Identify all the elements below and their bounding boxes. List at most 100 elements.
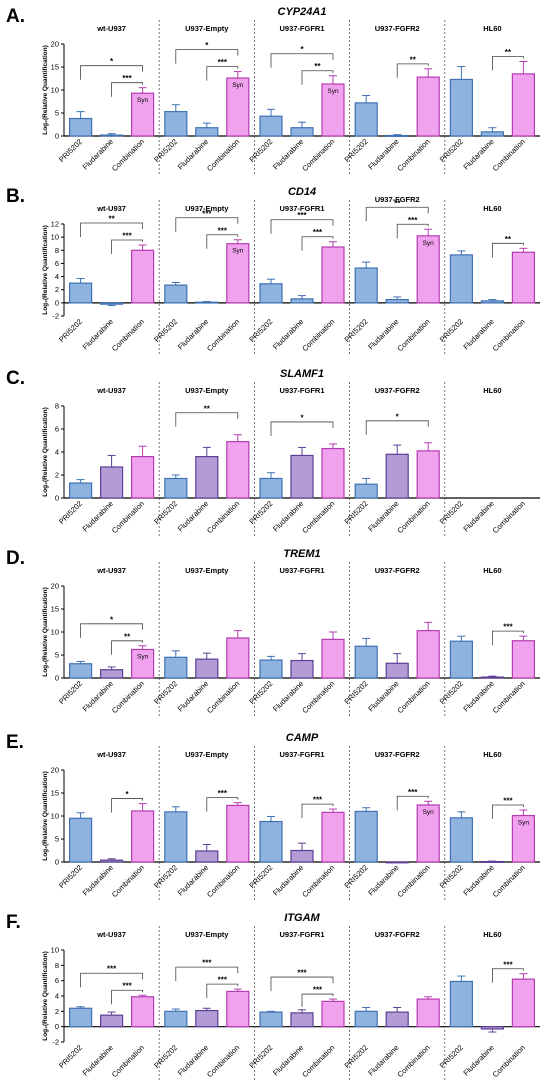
bar	[321, 246, 345, 304]
significance-label: **	[505, 48, 512, 57]
y-axis-label: Log₂(Relative Quantification)	[42, 225, 49, 315]
syn-label: Syn	[423, 809, 435, 816]
bar	[68, 663, 93, 679]
significance-bracket	[365, 206, 429, 222]
bar	[511, 978, 536, 1028]
category-label: Combination	[491, 317, 527, 353]
y-tick-label: 10	[51, 812, 59, 821]
category-label: PRI5202	[343, 1043, 370, 1070]
category-label: PRI5202	[57, 137, 84, 164]
category-label: PRI5202	[438, 499, 465, 526]
group-label: wt-U937	[96, 24, 126, 33]
bar	[259, 1011, 283, 1028]
bar	[449, 254, 473, 304]
category-label: PRI5202	[57, 1043, 84, 1070]
bar	[354, 1010, 378, 1028]
bar	[68, 117, 93, 137]
y-tick-label: 20	[51, 582, 59, 591]
bar	[321, 447, 345, 499]
significance-label: ***	[503, 797, 513, 806]
category-label: PRI5202	[343, 863, 370, 890]
significance-label: **	[204, 404, 211, 413]
group-label: U937-FGFR1	[279, 566, 324, 575]
category-label: PRI5202	[438, 137, 465, 164]
category-label: Combination	[300, 1043, 336, 1079]
category-label: Combination	[395, 317, 431, 353]
y-axis-label: Log₂(Relative Quantification)	[42, 587, 49, 677]
category-label: Combination	[491, 1043, 527, 1079]
bar	[131, 456, 155, 499]
y-tick-label: 4	[55, 448, 59, 457]
group-label: U937-FGFR1	[279, 24, 324, 33]
category-label: Combination	[300, 679, 336, 715]
significance-label: ***	[297, 211, 307, 220]
category-label: Combination	[491, 679, 527, 715]
y-tick-label: -2	[52, 312, 59, 321]
bar	[385, 861, 409, 864]
bar	[449, 817, 473, 863]
syn-label: Syn	[137, 653, 149, 660]
y-tick-label: 8	[55, 246, 59, 255]
category-label: PRI5202	[343, 499, 370, 526]
y-tick-label: 0	[55, 674, 59, 683]
y-tick-label: 0	[55, 298, 59, 307]
significance-label: ***	[313, 796, 323, 805]
panel-letter: E.	[6, 732, 24, 753]
bar	[385, 1011, 409, 1028]
category-label: Combination	[110, 499, 146, 535]
bar	[259, 283, 283, 304]
category-label: PRI5202	[57, 499, 84, 526]
group-label: U937-Empty	[185, 386, 229, 395]
category-label: Combination	[110, 863, 146, 899]
significance-bracket	[365, 420, 429, 435]
bar	[68, 1007, 93, 1028]
significance-label: ***	[218, 58, 228, 67]
y-tick-label: 15	[51, 63, 59, 72]
bar	[164, 111, 188, 137]
bar	[290, 849, 314, 863]
significance-label: **	[314, 62, 321, 71]
significance-bracket	[301, 70, 334, 85]
category-label: Combination	[205, 1043, 241, 1079]
significance-label: ***	[122, 74, 132, 83]
significance-label: **	[410, 55, 417, 64]
category-label: Combination	[491, 499, 527, 535]
syn-label: Syn	[423, 240, 435, 247]
category-label: Combination	[300, 317, 336, 353]
bar	[195, 456, 219, 499]
bar	[99, 1014, 124, 1028]
y-tick-label: 8	[55, 961, 59, 970]
y-axis-label: Log₂(Relative Quantification)	[42, 407, 49, 497]
y-tick-label: 10	[51, 86, 59, 95]
significance-bracket	[492, 242, 524, 258]
bar	[259, 820, 283, 863]
significance-label: ***	[122, 982, 132, 991]
significance-bracket	[301, 803, 334, 819]
bar	[131, 996, 155, 1028]
panel-letter: D.	[6, 548, 25, 569]
panel-letter: B.	[6, 186, 25, 207]
group-label: HL60	[483, 750, 501, 759]
bar	[290, 659, 314, 679]
bar	[480, 1026, 504, 1030]
category-label: Combination	[110, 1043, 146, 1079]
y-tick-label: -2	[52, 1038, 59, 1047]
y-tick-label: 0	[55, 132, 59, 141]
bar	[449, 980, 473, 1028]
category-label: PRI5202	[247, 1043, 274, 1070]
bar	[480, 131, 504, 137]
bar	[99, 669, 124, 679]
bar	[449, 78, 473, 137]
y-tick-label: 5	[55, 651, 59, 660]
panel-title: CAMP	[286, 732, 319, 744]
group-label: U937-FGFR2	[375, 195, 420, 204]
panel-letter: C.	[6, 368, 25, 389]
group-label: HL60	[483, 566, 501, 575]
group-label: HL60	[483, 930, 501, 939]
category-label: PRI5202	[152, 679, 179, 706]
bar	[290, 454, 314, 499]
bar	[354, 483, 378, 499]
category-label: Combination	[395, 137, 431, 173]
bar	[195, 850, 219, 863]
category-label: Combination	[395, 863, 431, 899]
